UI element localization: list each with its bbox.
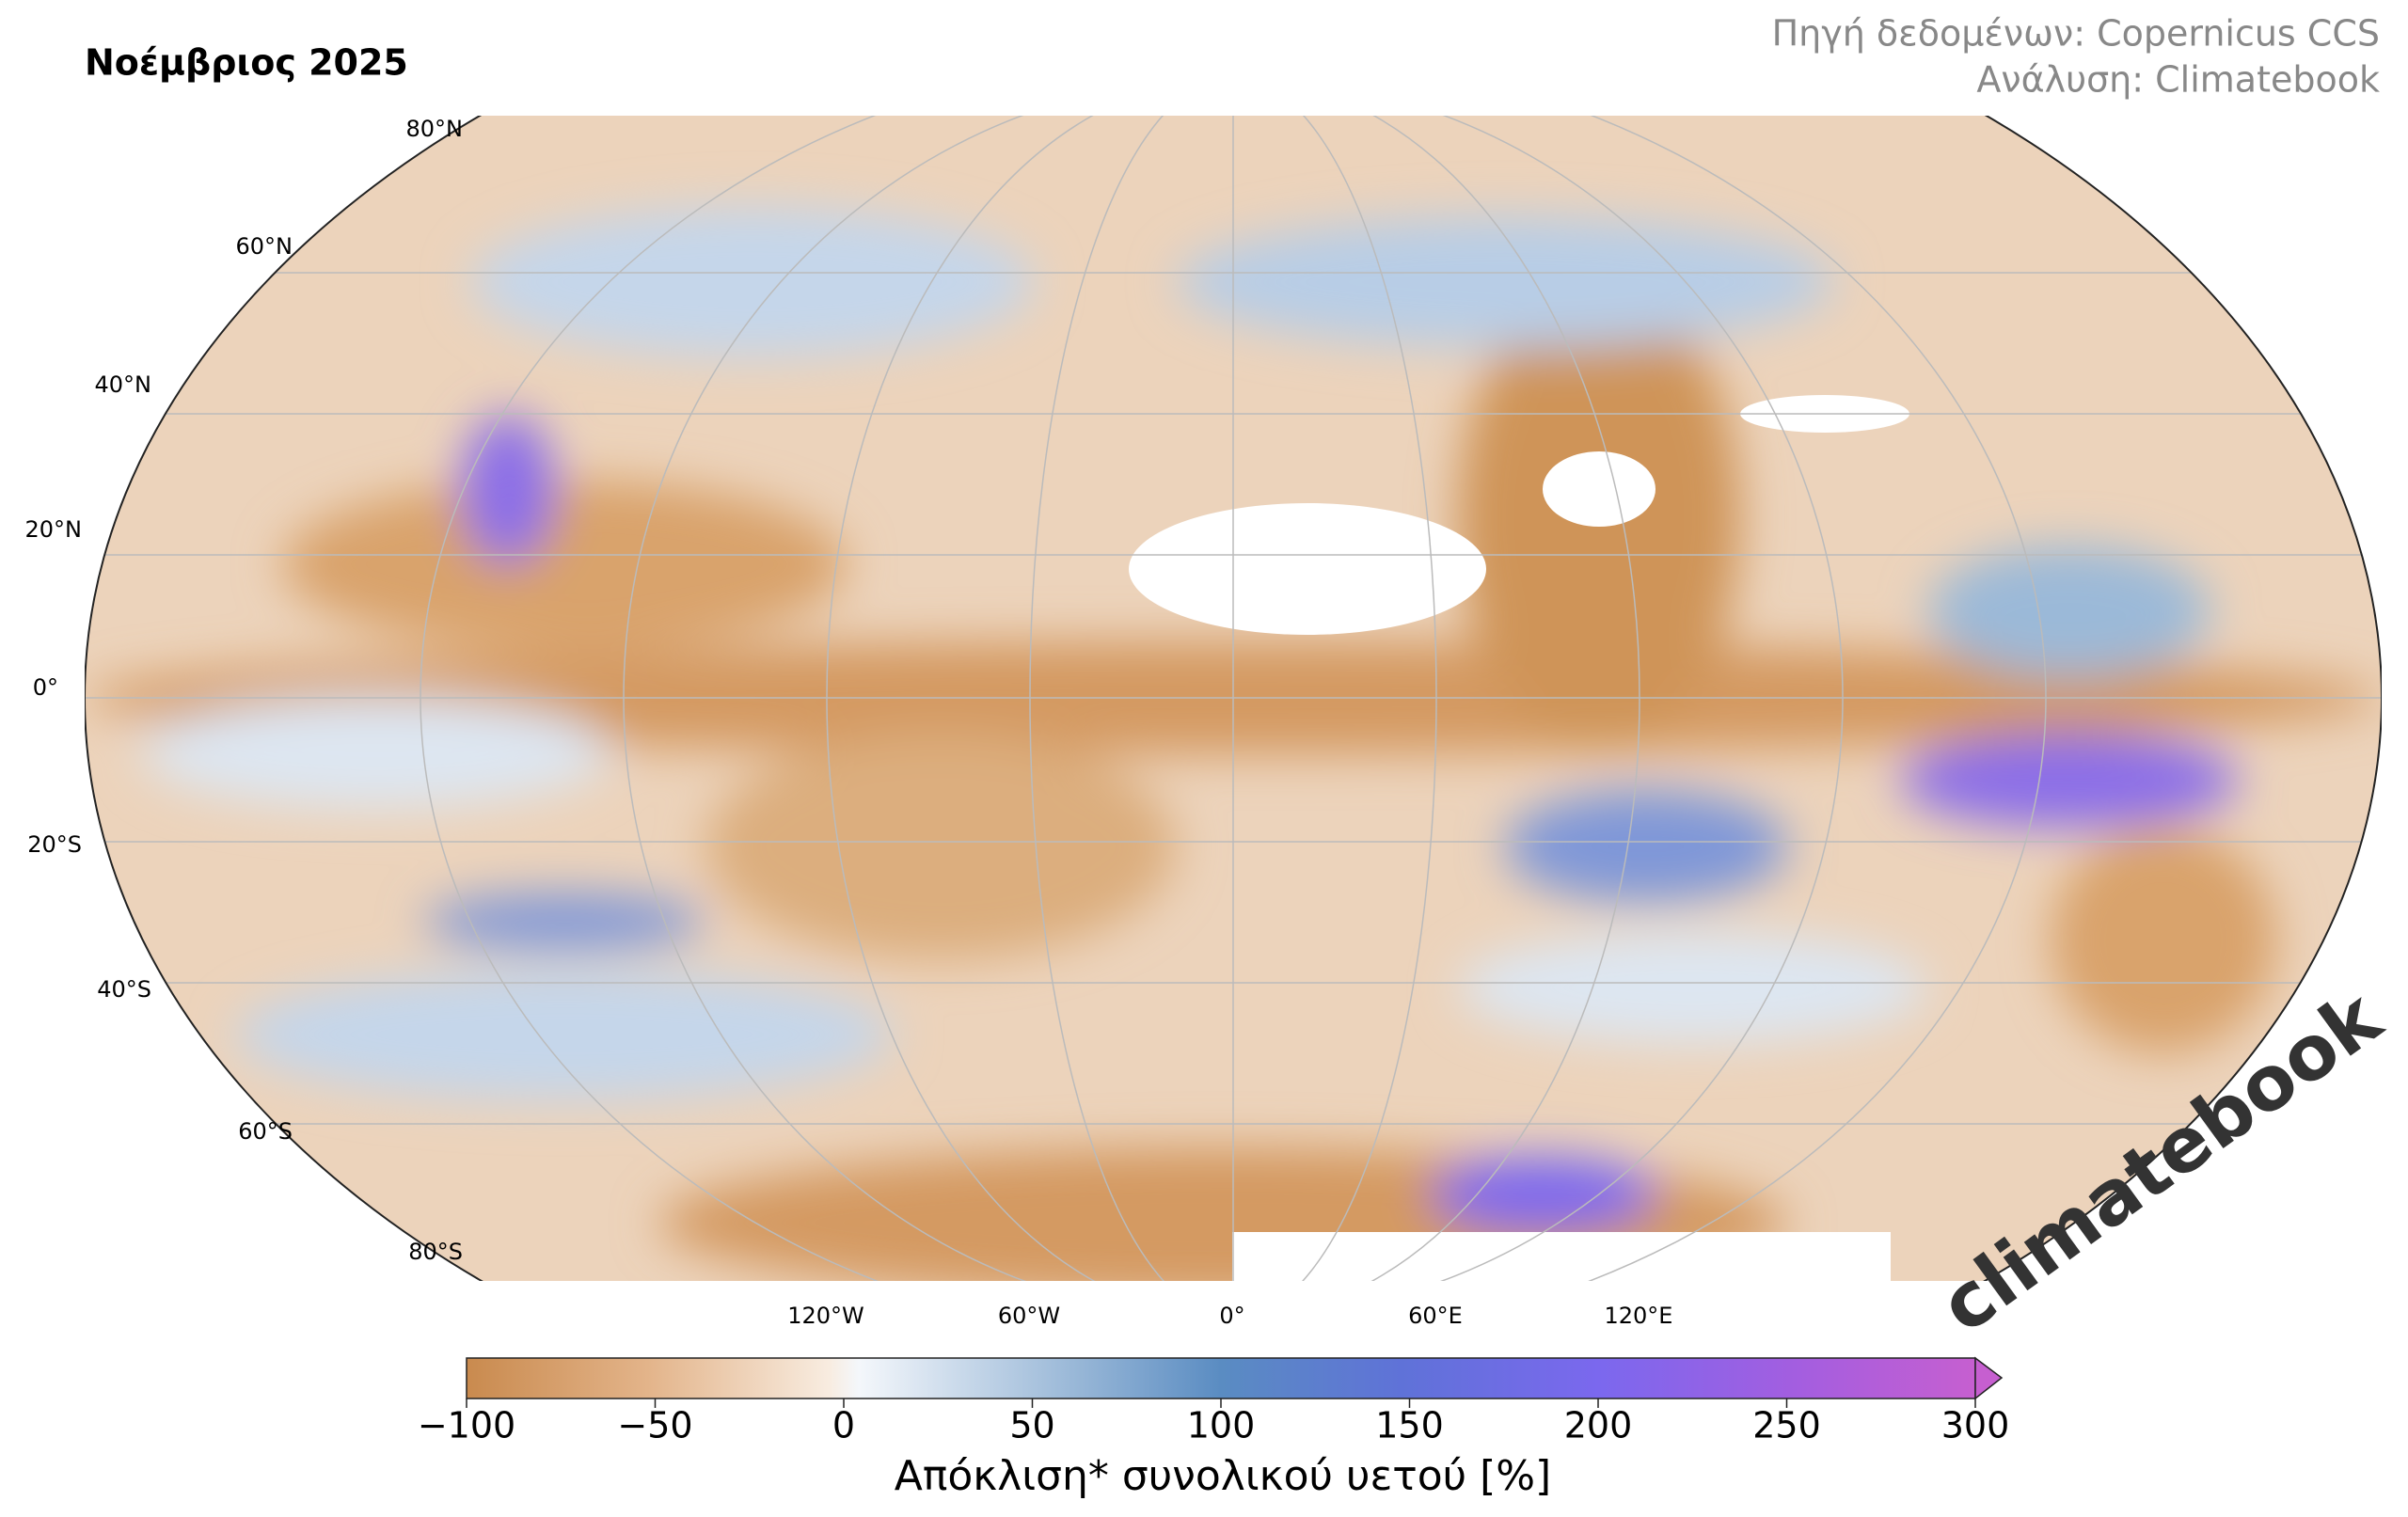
lat-label: 80°S (408, 1239, 463, 1265)
colorbar-tick-label: 300 (1941, 1405, 2010, 1446)
lat-label: 0° (33, 674, 58, 701)
lat-label: 60°S (238, 1118, 293, 1145)
colorbar-tick-label: 250 (1752, 1405, 1821, 1446)
lat-label: 80°N (406, 116, 464, 142)
lon-label: 60°E (1408, 1303, 1463, 1329)
analysis: Ανάλυση: Climatebook (1976, 59, 2380, 101)
lat-label: 20°S (27, 831, 82, 858)
lon-label: 120°W (787, 1303, 864, 1329)
colorbar-tick-label: 0 (832, 1405, 855, 1446)
colorbar-tick-label: −50 (617, 1405, 692, 1446)
colorbar-tick-label: 150 (1375, 1405, 1444, 1446)
colorbar (466, 1357, 1976, 1399)
map (85, 116, 2382, 1281)
lat-label: 60°N (236, 233, 293, 260)
colorbar-tick-label: −100 (418, 1405, 515, 1446)
colorbar-label: Απόκλιση* συνολικού υετού [%] (895, 1452, 1551, 1500)
lat-label: 20°N (25, 516, 83, 543)
lat-label: 40°N (95, 371, 152, 398)
colorbar-tick-label: 50 (1009, 1405, 1054, 1446)
lon-label: 60°W (998, 1303, 1060, 1329)
colorbar-extend (1974, 1356, 2004, 1400)
title: Νοέμβριος 2025 (85, 42, 408, 84)
source: Πηγή δεδομένων: Copernicus CCS (1772, 13, 2380, 55)
lon-label: 0° (1219, 1303, 1244, 1329)
colorbar-tick-label: 200 (1564, 1405, 1633, 1446)
lat-label: 40°S (97, 976, 151, 1003)
colorbar-tick-label: 100 (1187, 1405, 1256, 1446)
lon-label: 120°E (1605, 1303, 1673, 1329)
